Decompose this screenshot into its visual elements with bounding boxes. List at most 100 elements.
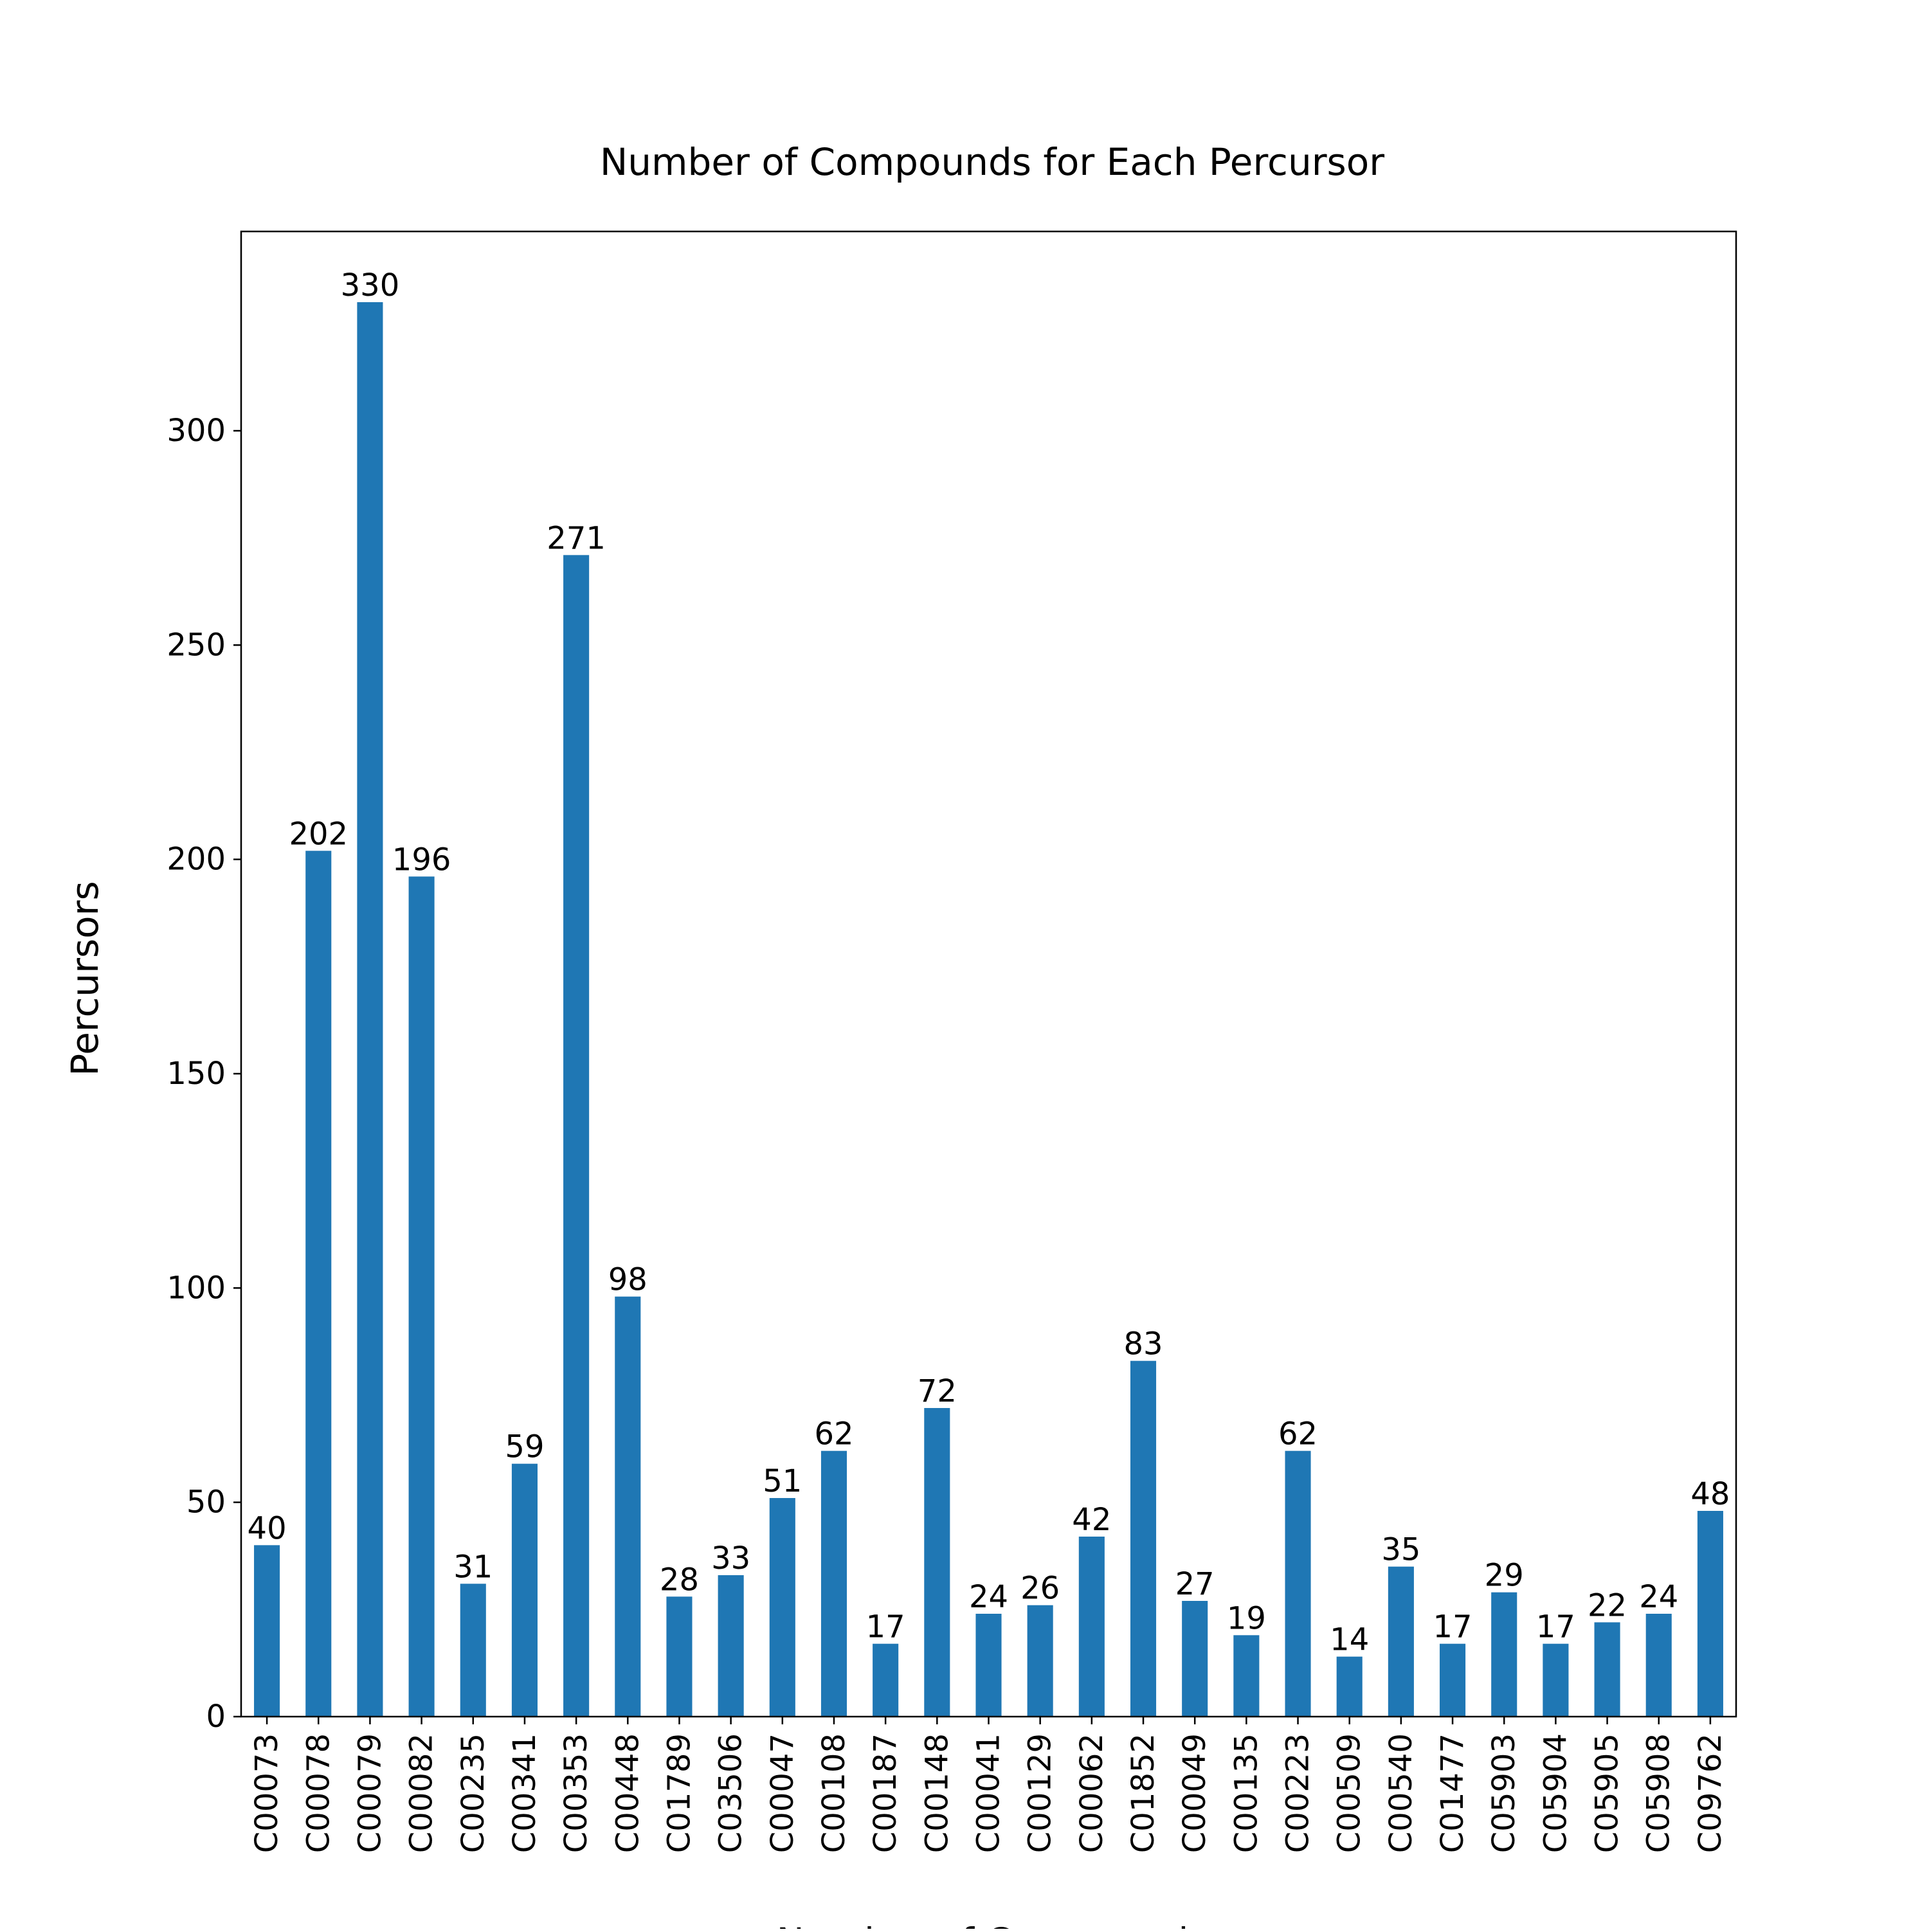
bar-C05904 bbox=[1543, 1643, 1569, 1717]
x-tick-label: C00073 bbox=[249, 1733, 285, 1853]
bar-C00448 bbox=[615, 1296, 641, 1717]
bar-C00187 bbox=[873, 1643, 899, 1717]
x-tick-label: C00148 bbox=[919, 1733, 955, 1853]
bar-value-label: 202 bbox=[289, 816, 348, 852]
x-tick-label: C00062 bbox=[1074, 1733, 1110, 1853]
bar-value-label: 330 bbox=[341, 267, 400, 303]
y-tick-label: 300 bbox=[167, 413, 226, 449]
bar-C00509 bbox=[1336, 1656, 1363, 1717]
bar-C00049 bbox=[1182, 1601, 1208, 1717]
bar-C00235 bbox=[460, 1584, 486, 1717]
bar-value-label: 24 bbox=[1639, 1579, 1678, 1615]
x-tick-label: C00082 bbox=[404, 1733, 440, 1853]
bar-value-label: 31 bbox=[453, 1549, 493, 1585]
bar-labels-layer: 40 202 330 196 31 59 271 98 28 33 51 62 17 72 24 26 42 83… bbox=[248, 267, 1730, 1658]
bar-value-label: 40 bbox=[248, 1510, 287, 1546]
bar-C00135 bbox=[1233, 1635, 1260, 1717]
bar-C00062 bbox=[1078, 1537, 1105, 1717]
x-tick-label: C03506 bbox=[713, 1733, 749, 1853]
bar-C03506 bbox=[718, 1575, 744, 1717]
bar-C00041 bbox=[975, 1614, 1002, 1717]
chart-title: Number of Compounds for Each Percursor bbox=[600, 140, 1384, 184]
bar-value-label: 48 bbox=[1690, 1476, 1730, 1512]
y-axis-label: Percursors bbox=[63, 881, 107, 1076]
bar-C00223 bbox=[1285, 1450, 1311, 1717]
bar-C05908 bbox=[1645, 1614, 1672, 1717]
bar-value-label: 29 bbox=[1485, 1558, 1524, 1594]
x-axis: C00073 C00078 C00079 C00082 C00235 C00341 C003… bbox=[249, 1717, 1728, 1853]
x-tick-label: C00049 bbox=[1177, 1733, 1213, 1853]
bar-value-label: 42 bbox=[1072, 1502, 1111, 1538]
bar-value-label: 14 bbox=[1330, 1622, 1369, 1658]
x-tick-label: C05904 bbox=[1537, 1733, 1573, 1853]
bar-value-label: 51 bbox=[763, 1463, 802, 1499]
bar-value-label: 17 bbox=[1536, 1609, 1575, 1645]
bar-C00129 bbox=[1027, 1605, 1053, 1717]
bar-value-label: 17 bbox=[866, 1609, 905, 1645]
bar-value-label: 26 bbox=[1020, 1571, 1060, 1607]
bar-value-label: 22 bbox=[1588, 1587, 1627, 1623]
y-tick-label: 200 bbox=[167, 842, 226, 878]
x-tick-label: C00135 bbox=[1228, 1733, 1264, 1853]
bar-value-label: 72 bbox=[918, 1373, 957, 1409]
x-tick-label: C00448 bbox=[610, 1733, 646, 1853]
x-tick-label: C00129 bbox=[1022, 1733, 1058, 1853]
bar-C01477 bbox=[1440, 1643, 1466, 1717]
bar-value-label: 196 bbox=[392, 842, 451, 878]
bar-C00108 bbox=[820, 1450, 847, 1717]
bar-C00540 bbox=[1388, 1566, 1414, 1717]
x-tick-label: C01789 bbox=[661, 1733, 697, 1853]
y-tick-label: 150 bbox=[167, 1056, 226, 1092]
bars-layer bbox=[254, 302, 1723, 1717]
y-tick-label: 0 bbox=[206, 1699, 226, 1735]
bar-value-label: 62 bbox=[1278, 1416, 1318, 1452]
y-axis: 0 50 100 150 200 250 300 bbox=[167, 413, 241, 1735]
bar-C05905 bbox=[1594, 1622, 1620, 1717]
x-tick-label: C00041 bbox=[971, 1733, 1007, 1853]
bar-value-label: 35 bbox=[1381, 1532, 1420, 1568]
bar-value-label: 59 bbox=[505, 1429, 544, 1465]
x-axis-label: Number of Compounds bbox=[776, 1920, 1208, 1929]
bar-C00078 bbox=[305, 851, 332, 1717]
bar-C00082 bbox=[408, 876, 435, 1717]
bar-C05903 bbox=[1491, 1592, 1517, 1717]
x-tick-label: C05903 bbox=[1486, 1733, 1522, 1853]
x-tick-label: C00078 bbox=[300, 1733, 336, 1853]
x-tick-label: C01852 bbox=[1125, 1733, 1161, 1853]
x-tick-label: C00223 bbox=[1280, 1733, 1316, 1853]
bar-value-label: 27 bbox=[1175, 1566, 1215, 1602]
bar-C01789 bbox=[666, 1596, 693, 1717]
x-tick-label: C00540 bbox=[1383, 1733, 1419, 1853]
x-tick-label: C05905 bbox=[1589, 1733, 1626, 1853]
y-tick-label: 50 bbox=[186, 1485, 226, 1521]
bar-value-label: 28 bbox=[660, 1562, 699, 1598]
x-tick-label: C00509 bbox=[1332, 1733, 1368, 1853]
bar-C00148 bbox=[924, 1408, 950, 1717]
y-tick-label: 250 bbox=[167, 627, 226, 663]
x-tick-label: C01477 bbox=[1435, 1733, 1471, 1853]
x-tick-label: C00353 bbox=[558, 1733, 594, 1853]
bar-value-label: 98 bbox=[608, 1262, 648, 1298]
bar-C00079 bbox=[357, 302, 383, 1717]
bar-value-label: 19 bbox=[1227, 1600, 1266, 1636]
x-tick-label: C00108 bbox=[816, 1733, 852, 1853]
x-tick-label: C00341 bbox=[507, 1733, 543, 1853]
bar-C00073 bbox=[254, 1545, 280, 1717]
bar-value-label: 62 bbox=[814, 1416, 853, 1452]
plot-frame bbox=[240, 230, 1737, 1718]
bar-C00341 bbox=[511, 1463, 538, 1717]
bar-C09762 bbox=[1697, 1511, 1723, 1717]
bar-C00353 bbox=[563, 555, 590, 1717]
bar-value-label: 17 bbox=[1433, 1609, 1472, 1645]
bar-value-label: 271 bbox=[547, 520, 606, 556]
x-tick-label: C09762 bbox=[1692, 1733, 1728, 1853]
bar-value-label: 33 bbox=[711, 1540, 750, 1576]
bar-value-label: 83 bbox=[1123, 1326, 1163, 1362]
bar-C01852 bbox=[1130, 1360, 1157, 1717]
x-tick-label: C00079 bbox=[352, 1733, 388, 1853]
x-tick-label: C00187 bbox=[867, 1733, 903, 1853]
y-tick-label: 100 bbox=[167, 1270, 226, 1306]
x-tick-label: C00235 bbox=[455, 1733, 491, 1853]
